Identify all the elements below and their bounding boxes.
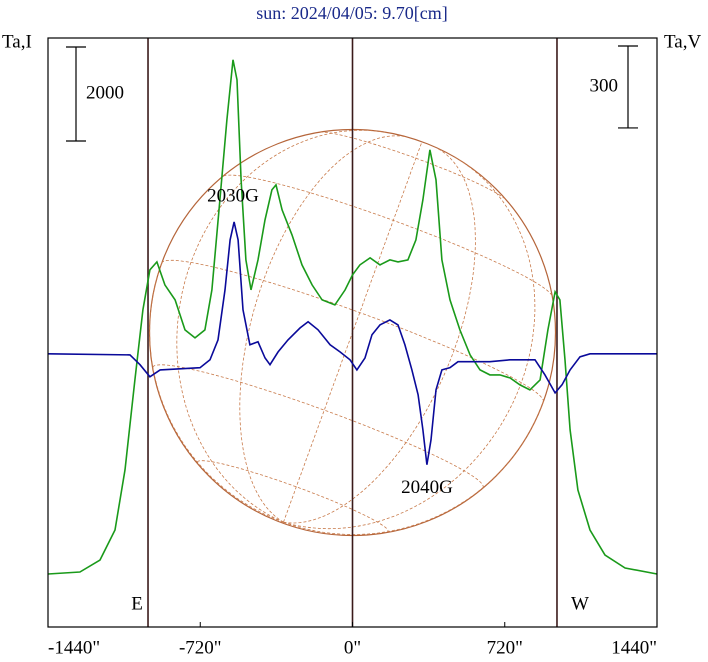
limb-label: E	[131, 593, 143, 614]
x-tick-label: 1440"	[611, 637, 657, 658]
grid-curve	[283, 157, 536, 530]
annotation: 2030G	[207, 185, 259, 206]
x-tick-label: 720"	[487, 637, 523, 658]
solar-globe	[148, 128, 557, 537]
grid-curve	[223, 174, 553, 296]
annotation: 2040G	[401, 477, 453, 498]
x-tick-label: 0"	[344, 637, 361, 658]
grid-curve	[283, 401, 544, 535]
grid-curve	[149, 262, 284, 523]
limb-label: W	[571, 593, 589, 614]
x-tick-label: -1440"	[48, 637, 100, 658]
scale-bar-label: 300	[590, 75, 619, 96]
grid-curve	[196, 460, 389, 532]
grid-curve	[283, 147, 476, 524]
plot-frame	[47, 37, 658, 628]
series-line	[47, 59, 658, 575]
plot-area: E W -1440" -720" 0" 720" 1440" 2000 300 2030G 2040…	[47, 38, 658, 658]
grid-curve	[319, 131, 507, 201]
grid-curve	[161, 259, 544, 402]
grid-curve	[176, 129, 387, 523]
scale-bar-label: 2000	[86, 82, 124, 103]
chart-title: sun: 2024/04/05: 9.70[cm]	[256, 3, 448, 23]
y2-axis-label: Ta,V	[664, 31, 701, 52]
series-line	[47, 221, 657, 465]
grid-curve	[152, 364, 484, 488]
grid-curve	[283, 141, 423, 523]
x-tick-label: -720"	[179, 637, 222, 658]
y-axis-label: Ta,I	[2, 31, 32, 52]
grid-curve	[239, 135, 407, 523]
